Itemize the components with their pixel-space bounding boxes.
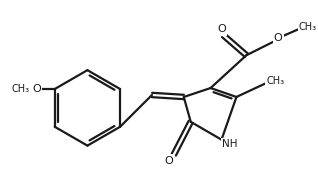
Text: O: O [164,156,173,166]
Text: NH: NH [222,139,237,149]
Text: CH₃: CH₃ [266,76,284,86]
Text: O: O [274,33,282,43]
Text: CH₃: CH₃ [299,22,317,32]
Text: CH₃: CH₃ [12,84,30,94]
Text: O: O [32,84,41,94]
Text: O: O [217,24,226,34]
